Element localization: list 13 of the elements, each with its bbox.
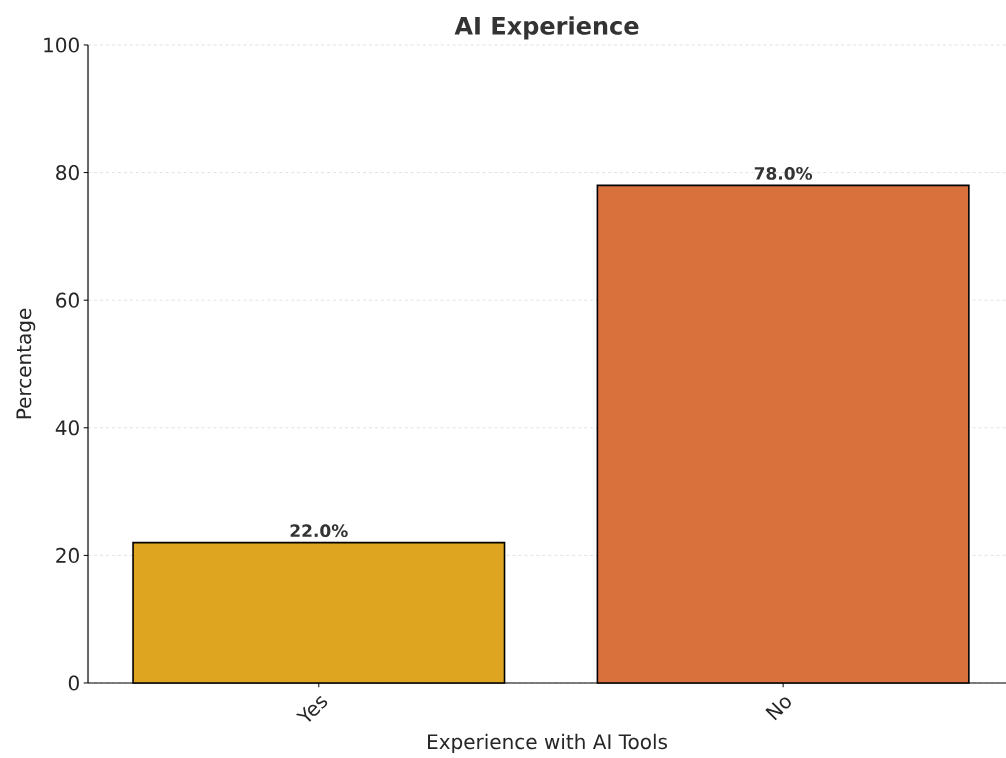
y-tick-label: 20 bbox=[56, 547, 79, 563]
y-tick-label: 60 bbox=[56, 292, 79, 308]
x-tick-label: Yes bbox=[295, 696, 328, 722]
x-axis-title: Experience with AI Tools bbox=[428, 733, 667, 754]
data-label: 78.0% bbox=[754, 166, 813, 180]
y-tick-label: 0 bbox=[68, 675, 79, 691]
x-tick-label: No bbox=[765, 697, 791, 721]
y-axis-title: Percentage bbox=[16, 308, 36, 419]
chart-title: AI Experience bbox=[454, 16, 639, 40]
y-tick-label: 100 bbox=[44, 37, 79, 53]
y-tick-label: 40 bbox=[55, 420, 79, 436]
y-tick-label: 80 bbox=[56, 165, 79, 181]
data-label: 22.0% bbox=[290, 524, 348, 538]
